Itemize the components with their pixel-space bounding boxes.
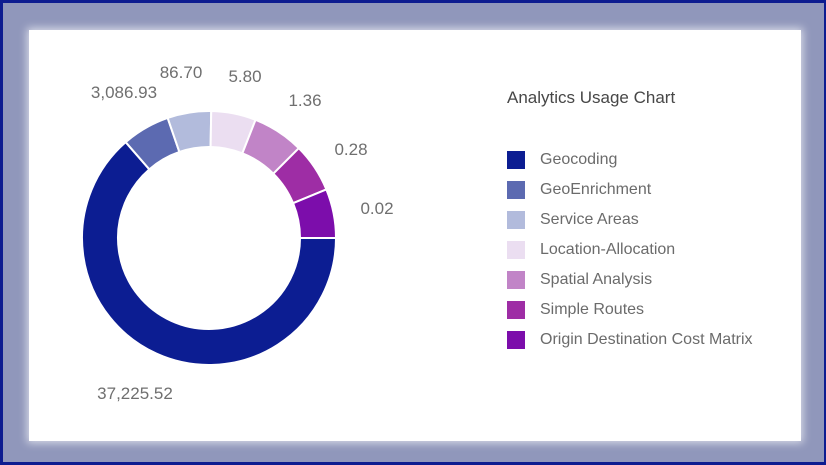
legend-item-label: Spatial Analysis (540, 271, 653, 288)
slice-label-service-areas: 86.70 (159, 63, 203, 82)
legend-item-label: Simple Routes (540, 301, 645, 318)
legend-item-location-allocation: Location-Allocation (507, 235, 807, 265)
legend-item-simple-routes: Simple Routes (507, 295, 807, 325)
chart-title: Analytics Usage Chart (507, 88, 676, 107)
slice-label-geocoding: 37,225.52 (97, 384, 173, 403)
legend-item-geoenrichment: GeoEnrichment (507, 175, 807, 205)
legend-item-label: GeoEnrichment (540, 181, 652, 198)
legend-swatch (507, 211, 525, 229)
legend-item-label: Geocoding (540, 151, 618, 168)
chart-card (29, 30, 801, 441)
legend: Analytics Usage Chart Geocoding GeoEnric… (507, 88, 807, 355)
legend-swatch (507, 301, 525, 319)
legend-item-service-areas: Service Areas (507, 205, 807, 235)
slice-label-od-cost-matrix: 0.02 (360, 199, 394, 218)
legend-list: Geocoding GeoEnrichment Service Areas Lo… (507, 145, 807, 355)
donut-slice-geocoding[interactable] (81, 140, 338, 366)
legend-item-label: Service Areas (540, 211, 639, 228)
slice-label-location-allocation: 5.80 (228, 67, 262, 86)
legend-swatch (507, 331, 525, 349)
legend-swatch (507, 181, 525, 199)
legend-swatch (507, 271, 525, 289)
slice-label-geoenrichment: 3,086.93 (90, 83, 158, 102)
legend-item-spatial-analysis: Spatial Analysis (507, 265, 807, 295)
legend-item-od-cost-matrix: Origin Destination Cost Matrix (507, 325, 807, 355)
legend-item-label: Location-Allocation (540, 241, 676, 258)
legend-item-geocoding: Geocoding (507, 145, 807, 175)
legend-swatch (507, 151, 525, 169)
slice-label-simple-routes: 0.28 (334, 140, 368, 159)
slice-label-spatial-analysis: 1.36 (288, 91, 322, 110)
legend-item-label: Origin Destination Cost Matrix (540, 331, 753, 348)
legend-swatch (507, 241, 525, 259)
donut-slice-origin-destination-cost-matrix[interactable] (291, 188, 338, 239)
window-frame (3, 3, 824, 462)
